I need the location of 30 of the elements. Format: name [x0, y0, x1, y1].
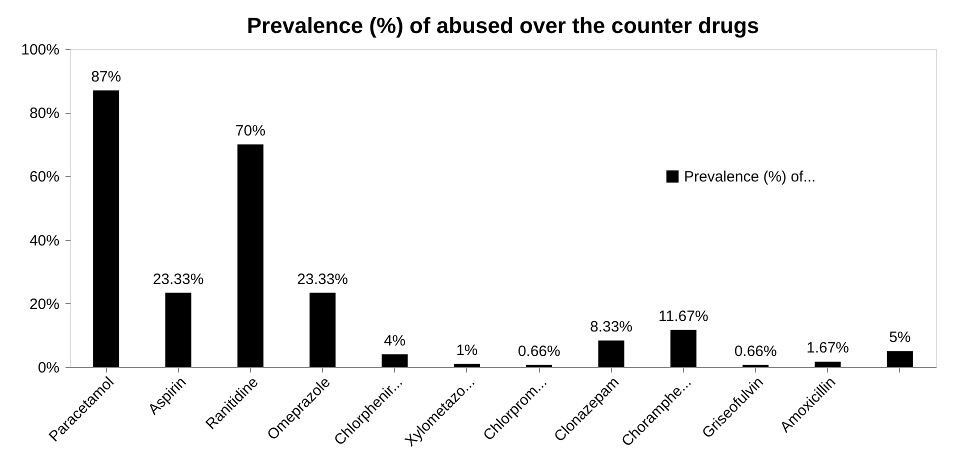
bar	[310, 292, 336, 367]
y-tick-label: 100%	[21, 42, 60, 58]
chart-title: Prevalence (%) of abused over the counter drugs	[246, 13, 760, 38]
y-tick-label: 20%	[29, 296, 60, 313]
bar	[454, 364, 480, 367]
bar	[814, 362, 841, 367]
data-label: 1%	[456, 342, 478, 359]
bar	[93, 90, 120, 367]
y-tick-label: 80%	[29, 105, 60, 122]
y-tick-label: 40%	[29, 232, 60, 250]
data-label: 0.66%	[734, 342, 777, 360]
y-tick-label: 0%	[38, 360, 60, 376]
data-label: 1.67%	[806, 340, 850, 357]
bar	[598, 340, 624, 367]
legend-label: Prevalence (%) of...	[684, 168, 816, 186]
bar	[165, 292, 192, 367]
data-label: 70%	[235, 122, 266, 140]
bar	[670, 330, 696, 367]
data-label: 5%	[889, 329, 911, 346]
data-label: 11.67%	[658, 308, 708, 325]
data-label: 23.33%	[297, 270, 348, 288]
bar	[886, 351, 913, 367]
data-label: 0.66%	[518, 342, 560, 360]
y-tick-label: 60%	[29, 168, 60, 186]
data-label: 4%	[384, 332, 406, 350]
bar	[382, 354, 408, 367]
data-label: 8.33%	[590, 318, 633, 336]
bar	[237, 144, 264, 367]
data-label: 87%	[91, 68, 122, 86]
data-label: 23.33%	[152, 270, 204, 288]
